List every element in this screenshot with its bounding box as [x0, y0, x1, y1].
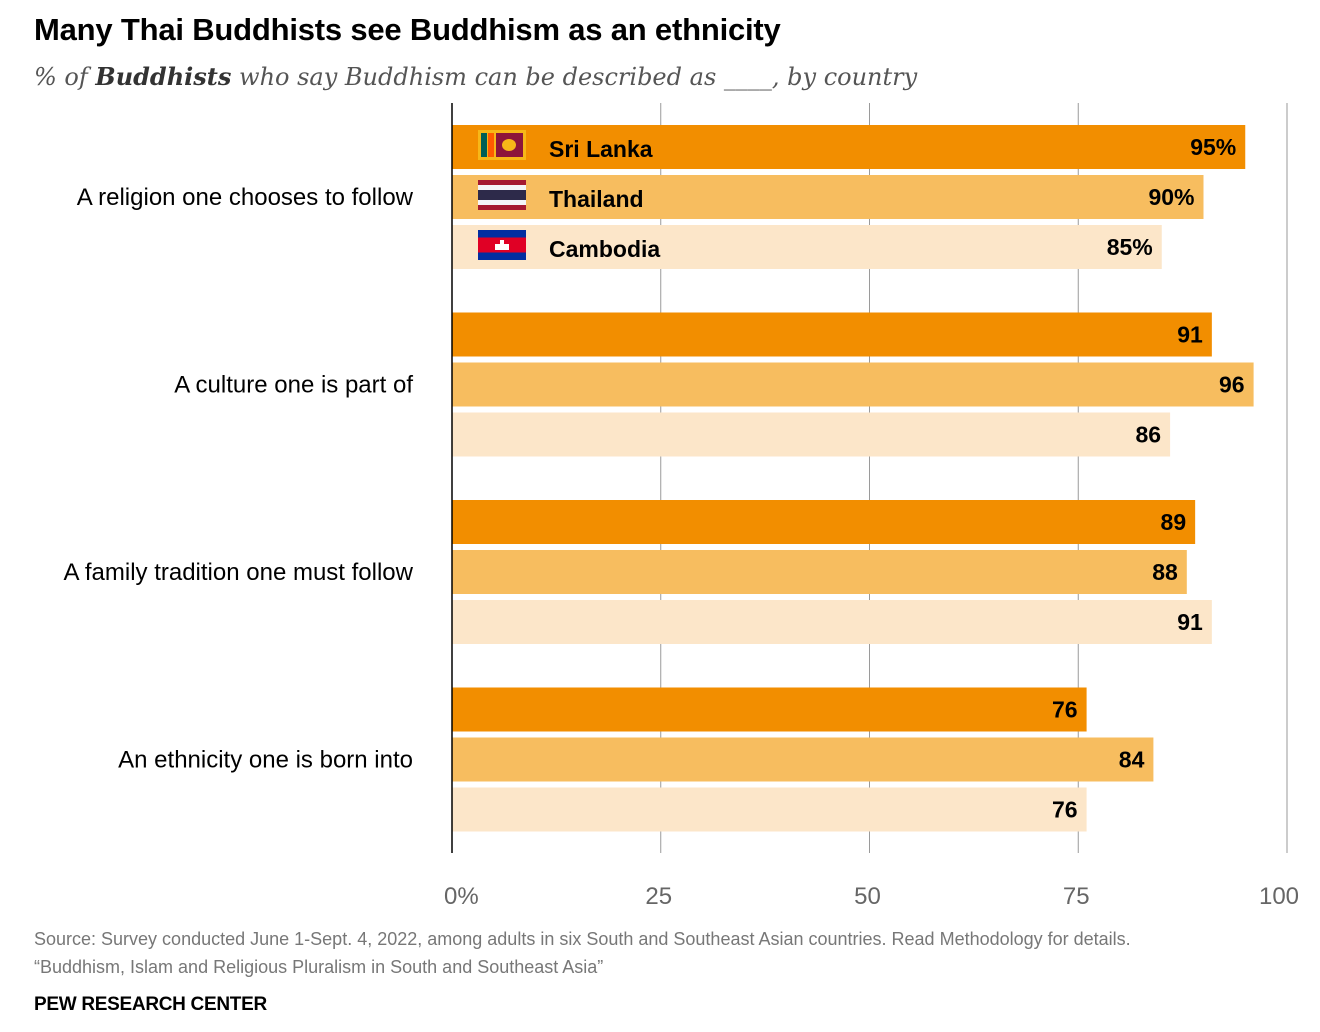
cambodia-flag-icon: [478, 230, 526, 260]
value-label: 84: [1119, 747, 1145, 773]
x-tick-label: 50: [854, 883, 881, 910]
value-label: 91: [1177, 322, 1203, 348]
source-note: Source: Survey conducted June 1-Sept. 4,…: [34, 929, 1131, 949]
bar-thailand-4: [452, 737, 1154, 782]
bar-cambodia-3: [452, 600, 1212, 644]
bar-thailand-3: [452, 550, 1187, 594]
legend-label-cambodia: Cambodia: [549, 236, 660, 262]
value-label: 86: [1136, 422, 1162, 448]
value-label: 90%: [1148, 184, 1194, 210]
bar-cambodia-2: [452, 412, 1171, 457]
x-tick-label: 100: [1259, 883, 1299, 910]
chart-subtitle: % of Buddhists who say Buddhism can be d…: [34, 62, 918, 91]
bar-sri-lanka-1: [452, 125, 1246, 169]
value-label: 85%: [1107, 234, 1153, 260]
value-label: 96: [1219, 372, 1245, 398]
thailand-flag-icon: [478, 180, 526, 210]
value-label: 76: [1052, 797, 1078, 823]
x-tick-label: 0%: [444, 883, 479, 910]
category-label: A family tradition one must follow: [64, 559, 414, 586]
bar-thailand-2: [452, 362, 1254, 407]
category-label: A religion one chooses to follow: [77, 184, 414, 211]
value-label: 91: [1177, 609, 1203, 635]
report-title: “Buddhism, Islam and Religious Pluralism…: [34, 957, 604, 977]
x-tick-label: 75: [1063, 883, 1090, 910]
value-label: 95%: [1190, 134, 1236, 160]
bar-cambodia-4: [452, 787, 1087, 832]
bar-sri-lanka-4: [452, 687, 1087, 732]
legend-label-thailand: Thailand: [549, 186, 644, 212]
bar-cambodia-1: [452, 225, 1162, 269]
bar-sri-lanka-3: [452, 500, 1196, 544]
sri-lanka-flag-icon: [478, 130, 526, 160]
legend-label-sri-lanka: Sri Lanka: [549, 136, 653, 162]
category-label: An ethnicity one is born into: [118, 747, 413, 774]
x-tick-label: 25: [645, 883, 672, 910]
value-label: 76: [1052, 697, 1078, 723]
value-label: 89: [1161, 509, 1187, 535]
brand-logo-text: PEW RESEARCH CENTER: [34, 994, 267, 1015]
bar-chart: 95% 90% 85% A religion one chooses to follo…: [64, 103, 1299, 910]
bar-sri-lanka-2: [452, 312, 1212, 357]
category-label: A culture one is part of: [174, 372, 413, 399]
value-label: 88: [1152, 559, 1178, 585]
chart-title: Many Thai Buddhists see Buddhism as an e…: [34, 12, 781, 47]
bar-thailand-1: [452, 175, 1204, 219]
